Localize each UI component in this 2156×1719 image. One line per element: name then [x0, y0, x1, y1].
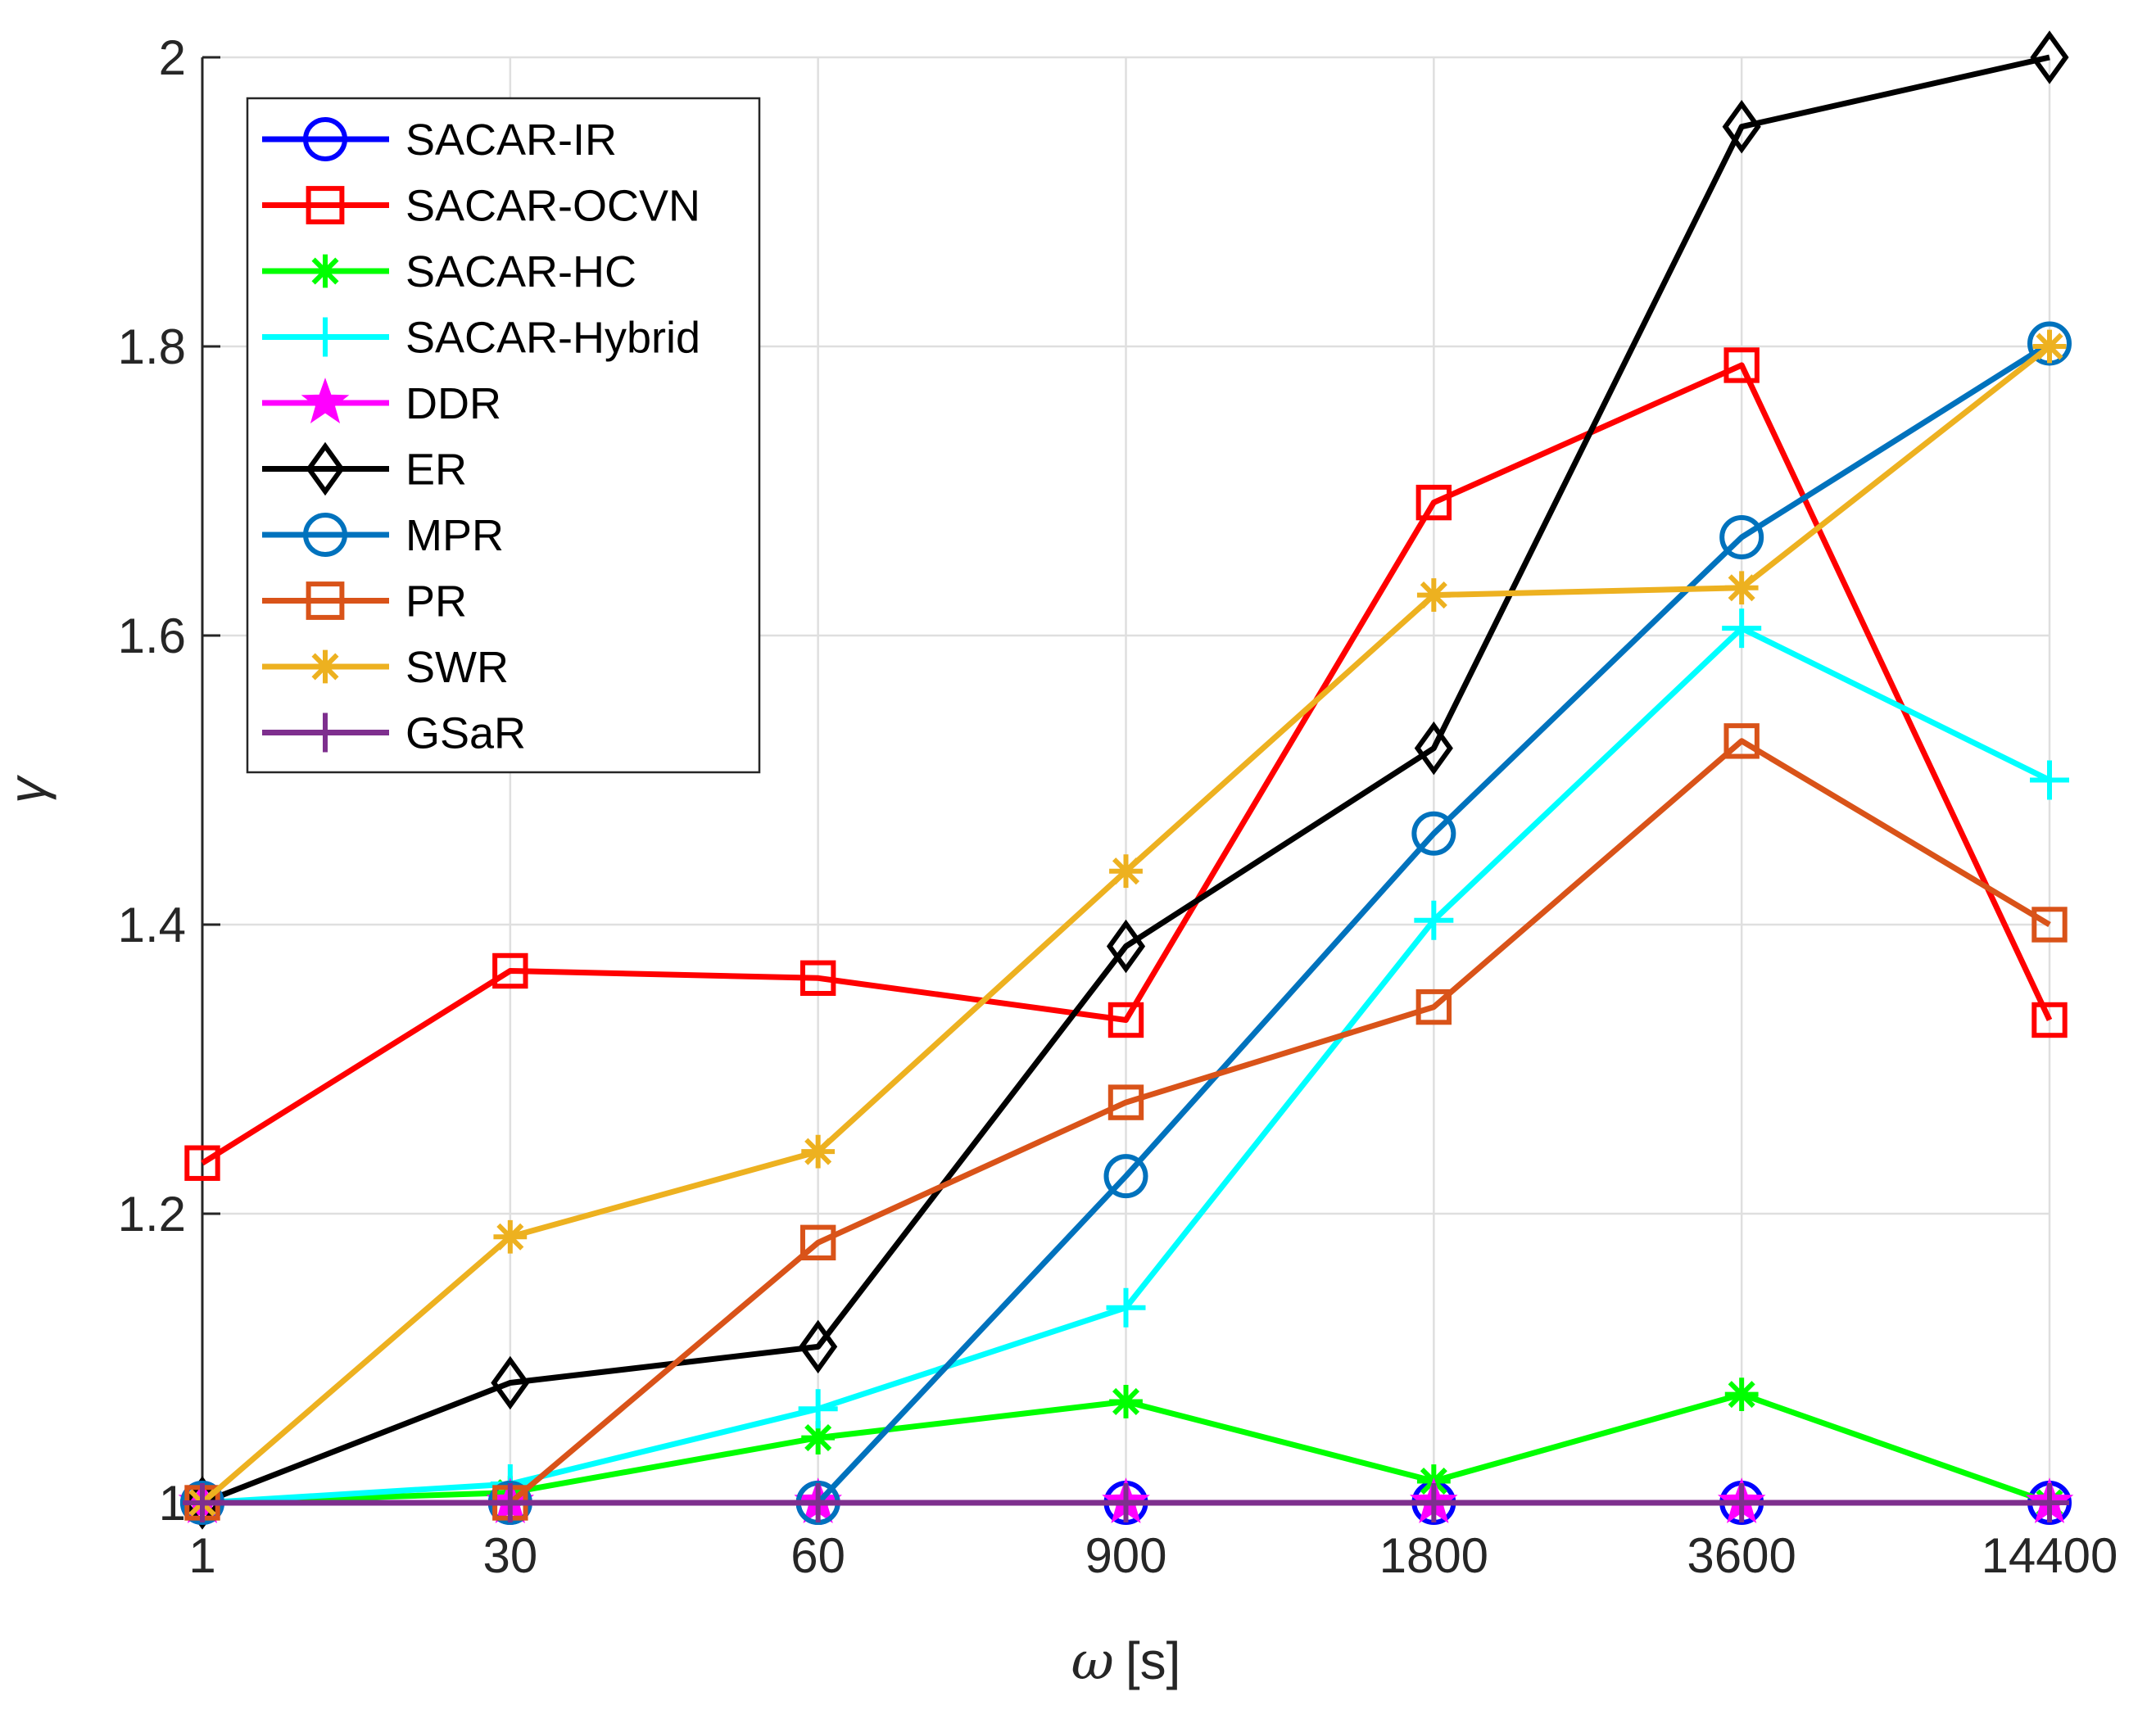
- legend: SACAR-IR SACAR-OCVN SACAR-HC SACAR-Hybrid DD…: [246, 97, 761, 774]
- legend-item: SACAR-Hybrid: [262, 314, 700, 363]
- x-tick-label: 1800: [1379, 1528, 1488, 1583]
- marker-asterisk: [308, 254, 342, 288]
- marker-asterisk: [2032, 329, 2067, 364]
- marker-plus: [2030, 760, 2069, 800]
- legend-label: DDR: [405, 379, 501, 428]
- marker-square: [1415, 484, 1452, 521]
- x-axis-symbol: ω: [1071, 1631, 1114, 1692]
- x-tick-label: 900: [1085, 1528, 1166, 1583]
- marker-square: [306, 186, 345, 224]
- marker-circle: [303, 117, 347, 161]
- legend-label: SACAR-OCVN: [405, 182, 700, 231]
- marker-asterisk: [801, 1134, 836, 1169]
- legend-label: GSaR: [405, 709, 526, 758]
- y-tick-label: 1.6: [118, 608, 186, 663]
- y-tick-label: 1.2: [118, 1187, 186, 1242]
- marker-square: [492, 952, 528, 989]
- marker-plus: [306, 317, 345, 357]
- legend-item: SACAR-HC: [262, 247, 636, 296]
- marker-square: [1107, 1002, 1144, 1038]
- legend-item: SWR: [262, 643, 509, 692]
- marker-square: [184, 1145, 220, 1181]
- marker-plus: [798, 1389, 838, 1429]
- y-tick-label: 1.8: [118, 319, 186, 374]
- series-sacar-ocvn: [184, 347, 2068, 1181]
- marker-plus: [306, 712, 345, 753]
- series-er: [183, 30, 2069, 1530]
- marker-asterisk: [1109, 1385, 1143, 1418]
- legend-item: SACAR-IR: [262, 115, 617, 165]
- legend-label: PR: [405, 577, 467, 627]
- legend-label: MPR: [405, 511, 504, 560]
- tick-labels: 1 30 60 900 1800 3600 14400 1 1.2 1.4 1.6 1.8 2: [118, 30, 2118, 1583]
- marker-asterisk: [1109, 854, 1143, 889]
- marker-asterisk: [801, 1421, 836, 1454]
- marker-plus: [1722, 608, 1762, 649]
- marker-plus: [1722, 1483, 1762, 1522]
- marker-plus: [2030, 1483, 2069, 1522]
- marker-diamond: [1106, 919, 1146, 974]
- marker-asterisk: [493, 1219, 528, 1254]
- marker-square: [1107, 1084, 1144, 1120]
- y-axis-label: γ: [0, 774, 57, 803]
- legend-item: MPR: [262, 511, 504, 560]
- marker-square: [799, 1224, 836, 1260]
- marker-circle: [1719, 514, 1764, 559]
- legend-item: PR: [262, 577, 467, 627]
- legend-label: SACAR-Hybrid: [405, 314, 700, 363]
- legend-item: ER: [262, 441, 467, 496]
- series-layer: [178, 30, 2074, 1530]
- marker-asterisk: [1416, 578, 1451, 612]
- legend-item: DDR: [262, 378, 501, 428]
- marker-square: [1723, 347, 1760, 383]
- x-tick-label: 60: [790, 1528, 845, 1583]
- marker-square: [2031, 907, 2068, 943]
- x-tick-label: 30: [482, 1528, 537, 1583]
- series-line: [201, 362, 2053, 1166]
- marker-diamond: [491, 1355, 530, 1410]
- x-axis-label: ω [s]: [1071, 1631, 1181, 1692]
- legend-label: SACAR-HC: [405, 247, 636, 296]
- marker-plus: [1414, 1483, 1454, 1522]
- marker-asterisk: [308, 649, 342, 684]
- marker-square: [2031, 1002, 2068, 1038]
- marker-star: [301, 378, 350, 423]
- legend-item: SACAR-OCVN: [262, 182, 700, 231]
- marker-plus: [1106, 1483, 1146, 1522]
- y-tick-label: 1.4: [118, 898, 186, 952]
- marker-square: [306, 581, 345, 620]
- marker-asterisk: [1724, 571, 1759, 605]
- marker-diamond: [799, 1319, 838, 1374]
- x-tick-label: 14400: [1982, 1528, 2118, 1583]
- legend-label: SWR: [405, 643, 509, 692]
- marker-circle: [2027, 321, 2072, 366]
- x-axis-unit: [s]: [1126, 1631, 1181, 1690]
- series-line: [201, 54, 2050, 1506]
- marker-circle: [1103, 1154, 1148, 1199]
- marker-plus: [1106, 1287, 1146, 1328]
- series-gsar: [183, 1483, 2069, 1522]
- marker-square: [1723, 723, 1760, 759]
- marker-plus: [490, 1483, 530, 1522]
- y-tick-label: 2: [159, 30, 186, 85]
- legend-item: GSaR: [262, 709, 526, 758]
- marker-square: [1415, 988, 1452, 1025]
- legend-label: ER: [405, 446, 467, 495]
- marker-square: [799, 960, 836, 997]
- marker-diamond: [2030, 30, 2069, 84]
- marker-diamond: [1414, 721, 1453, 776]
- legend-label: SACAR-IR: [405, 115, 617, 165]
- marker-plus: [1414, 900, 1454, 940]
- marker-plus: [798, 1483, 838, 1522]
- y-tick-label: 1: [159, 1476, 186, 1531]
- marker-diamond: [306, 441, 345, 496]
- marker-plus: [183, 1483, 222, 1522]
- marker-asterisk: [1724, 1377, 1759, 1412]
- marker-circle: [1411, 811, 1456, 856]
- x-tick-label: 1: [188, 1528, 215, 1583]
- marker-diamond: [1722, 99, 1761, 154]
- marker-circle: [303, 513, 347, 557]
- x-tick-label: 3600: [1687, 1528, 1796, 1583]
